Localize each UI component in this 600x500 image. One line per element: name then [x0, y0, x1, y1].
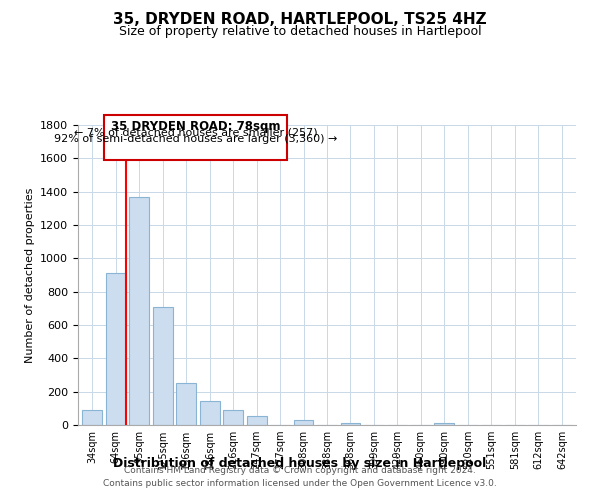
Text: 92% of semi-detached houses are larger (3,360) →: 92% of semi-detached houses are larger (… — [54, 134, 337, 143]
Bar — [293, 420, 313, 425]
Text: Distribution of detached houses by size in Hartlepool: Distribution of detached houses by size … — [113, 458, 487, 470]
Bar — [200, 401, 220, 425]
Bar — [129, 196, 149, 425]
Bar — [434, 422, 454, 425]
Text: 35, DRYDEN ROAD, HARTLEPOOL, TS25 4HZ: 35, DRYDEN ROAD, HARTLEPOOL, TS25 4HZ — [113, 12, 487, 28]
Bar — [176, 384, 196, 425]
Text: ← 7% of detached houses are smaller (257): ← 7% of detached houses are smaller (257… — [74, 128, 317, 138]
Bar — [152, 306, 173, 425]
Bar — [82, 410, 102, 425]
Bar — [106, 274, 125, 425]
FancyBboxPatch shape — [104, 115, 287, 160]
Bar — [341, 422, 361, 425]
Bar — [247, 416, 266, 425]
Y-axis label: Number of detached properties: Number of detached properties — [25, 188, 35, 362]
Bar — [223, 410, 243, 425]
Text: Contains HM Land Registry data © Crown copyright and database right 2024.
Contai: Contains HM Land Registry data © Crown c… — [103, 466, 497, 487]
Text: 35 DRYDEN ROAD: 78sqm: 35 DRYDEN ROAD: 78sqm — [111, 120, 280, 133]
Text: Size of property relative to detached houses in Hartlepool: Size of property relative to detached ho… — [119, 25, 481, 38]
